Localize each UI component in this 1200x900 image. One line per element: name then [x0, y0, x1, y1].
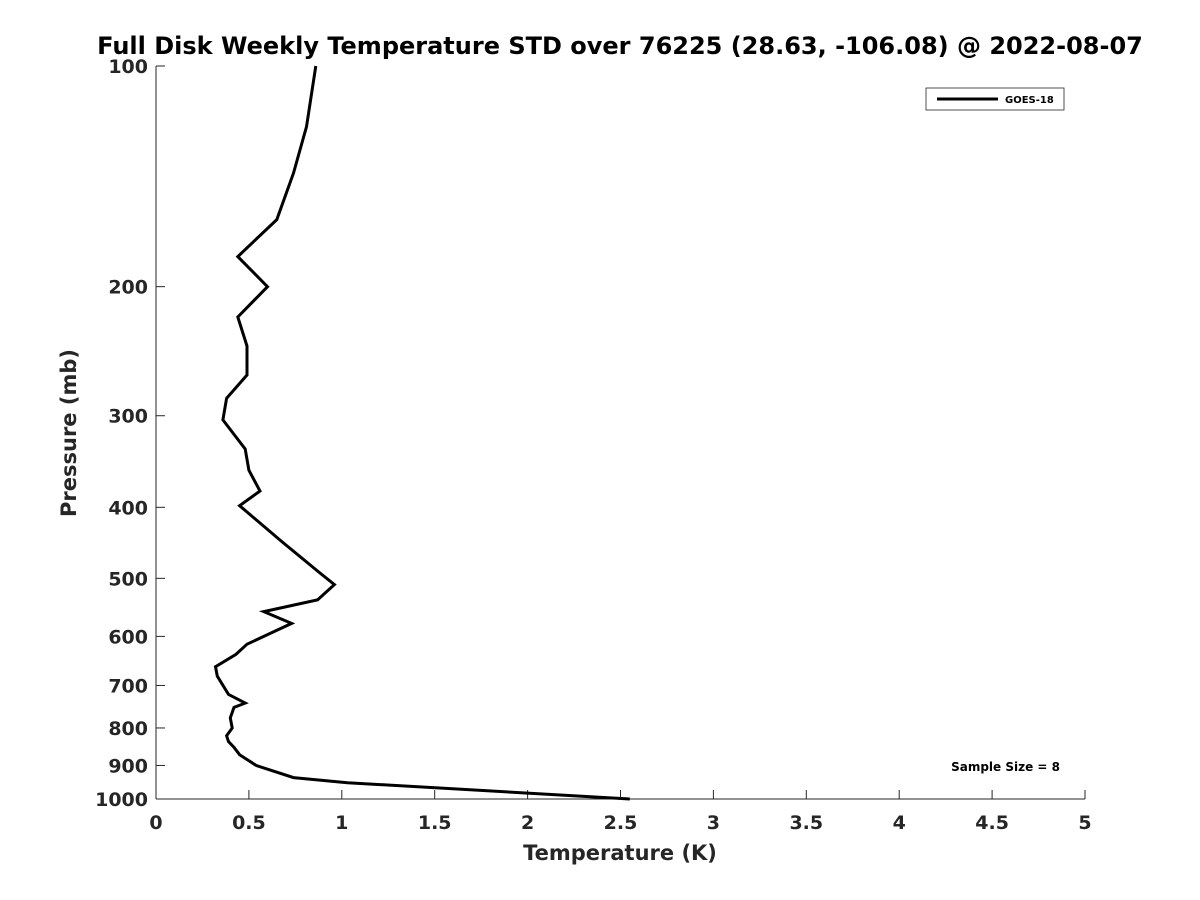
x-tick-label: 3.5	[789, 812, 823, 834]
x-axis-label: Temperature (K)	[523, 841, 717, 865]
y-tick-label: 900	[108, 755, 148, 777]
y-tick-label: 600	[108, 626, 148, 648]
y-tick-label: 300	[108, 406, 148, 428]
y-tick-label: 400	[108, 497, 148, 519]
series-line-goes-18	[213, 65, 630, 801]
y-tick-label: 500	[108, 568, 148, 590]
x-tick-label: 5	[1078, 812, 1091, 834]
legend: GOES-18	[925, 87, 1065, 111]
x-tick-label: 3	[707, 812, 720, 834]
x-tick-label: 4.5	[975, 812, 1009, 834]
y-axis-label: Pressure (mb)	[57, 349, 81, 517]
x-tick-label: 2.5	[604, 812, 638, 834]
x-tick-label: 0.5	[232, 812, 266, 834]
sample-size-annotation: Sample Size = 8	[951, 760, 1060, 774]
y-tick-label: 800	[108, 718, 148, 740]
x-tick-label: 2	[521, 812, 534, 834]
axis-ticks: 0 0.5 1 1.5 2 2.5 3 3.5 4 4.5 5 100 200 300 400 500 600 7…	[95, 56, 1092, 834]
y-tick-label: 1000	[95, 789, 148, 811]
data-series	[213, 65, 630, 801]
chart-title: Full Disk Weekly Temperature STD over 76…	[97, 32, 1143, 60]
x-tick-label: 0	[149, 812, 162, 834]
plot-area	[156, 66, 1085, 799]
x-tick-label: 4	[893, 812, 906, 834]
y-tick-label: 200	[108, 277, 148, 299]
legend-label-goes-18: GOES-18	[1005, 95, 1054, 106]
y-tick-label: 700	[108, 675, 148, 697]
x-tick-label: 1.5	[418, 812, 452, 834]
x-tick-label: 1	[335, 812, 348, 834]
y-tick-label: 100	[108, 56, 148, 78]
